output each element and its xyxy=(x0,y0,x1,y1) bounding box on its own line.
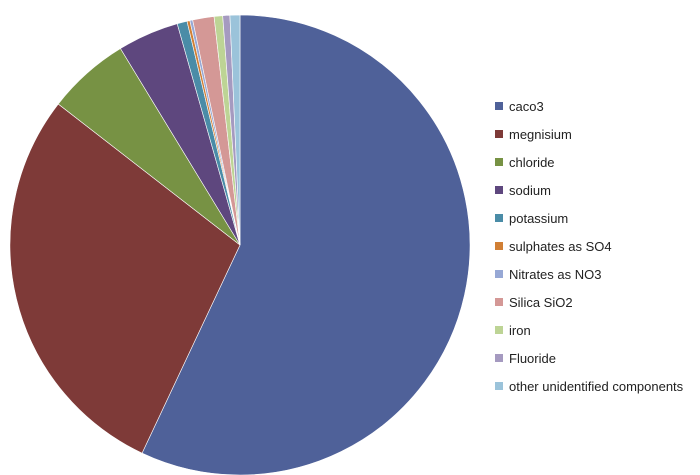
legend-item: sulphates as SO4 xyxy=(495,232,700,260)
legend-swatch xyxy=(495,354,503,362)
legend-swatch xyxy=(495,382,503,390)
legend-swatch xyxy=(495,298,503,306)
legend-swatch xyxy=(495,102,503,110)
legend-item: chloride xyxy=(495,148,700,176)
legend-swatch xyxy=(495,214,503,222)
legend-label: sulphates as SO4 xyxy=(509,238,612,254)
pie-slices xyxy=(9,14,471,475)
legend-swatch xyxy=(495,242,503,250)
pie-slice-caco3 xyxy=(141,14,471,475)
legend-item: caco3 xyxy=(495,92,700,120)
legend-label: megnisium xyxy=(509,126,572,142)
legend-label: Fluoride xyxy=(509,350,556,366)
legend-label: iron xyxy=(509,322,531,338)
pie-slice-other-unidentified-components xyxy=(229,14,241,246)
legend-item: Silica SiO2 xyxy=(495,288,700,316)
legend-label: potassium xyxy=(509,210,569,226)
legend-item: potassium xyxy=(495,204,700,232)
legend-swatch xyxy=(495,158,503,166)
legend: caco3 megnisium chloride sodium potassium sul… xyxy=(495,92,700,400)
legend-swatch xyxy=(495,326,503,334)
legend-label: sodium xyxy=(509,182,551,198)
legend-label: chloride xyxy=(509,154,555,170)
legend-swatch xyxy=(495,270,503,278)
legend-swatch xyxy=(495,130,503,138)
legend-swatch xyxy=(495,186,503,194)
legend-label: caco3 xyxy=(509,98,544,114)
legend-item: megnisium xyxy=(495,120,700,148)
legend-item: sodium xyxy=(495,176,700,204)
pie-chart xyxy=(9,14,471,475)
legend-item: Fluoride xyxy=(495,344,700,372)
legend-item: Nitrates as NO3 xyxy=(495,260,700,288)
legend-label: other unidentified components xyxy=(509,378,684,394)
legend-label: Silica SiO2 xyxy=(509,294,573,310)
legend-item: iron xyxy=(495,316,700,344)
pie-slice-megnisium xyxy=(9,103,241,454)
legend-item: other unidentified components xyxy=(495,372,700,400)
legend-label: Nitrates as NO3 xyxy=(509,266,602,282)
